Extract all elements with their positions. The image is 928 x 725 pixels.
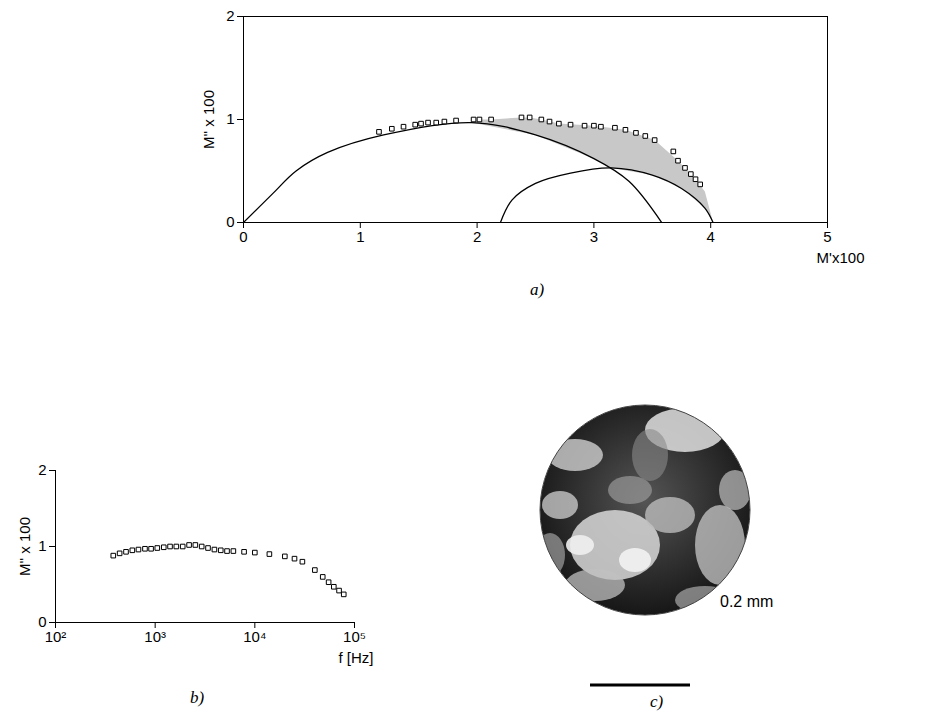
svg-text:M'' x 100: M'' x 100: [200, 90, 217, 149]
html-text:a): a): [530, 280, 545, 299]
svg-text:0: 0: [38, 613, 47, 631]
svg-text:1: 1: [356, 228, 364, 245]
svg-text:4: 4: [707, 228, 715, 245]
svg-text:M'' x 100: M'' x 100: [16, 517, 33, 576]
svg-text:5: 5: [823, 228, 831, 245]
svg-text:3: 3: [590, 228, 598, 245]
svg-text:0: 0: [226, 213, 234, 230]
svg-text:1: 1: [226, 110, 234, 127]
svg-text:2: 2: [226, 7, 234, 24]
svg-text:10²: 10²: [45, 628, 67, 645]
svg-text:f [Hz]: f [Hz]: [338, 649, 373, 666]
svg-text:2: 2: [473, 228, 481, 245]
svg-text:2: 2: [38, 461, 46, 478]
svg-text:10⁵: 10⁵: [343, 628, 366, 645]
svg-text:1: 1: [38, 537, 46, 554]
svg-text:M'x100: M'x100: [817, 249, 865, 266]
svg-text:0: 0: [239, 228, 247, 245]
svg-text:10³: 10³: [144, 628, 166, 645]
html-text:c): c): [650, 692, 664, 711]
svg-text:10⁴: 10⁴: [243, 628, 266, 645]
svg-text:0.2 mm: 0.2 mm: [720, 593, 773, 610]
html-text:b): b): [190, 688, 205, 707]
